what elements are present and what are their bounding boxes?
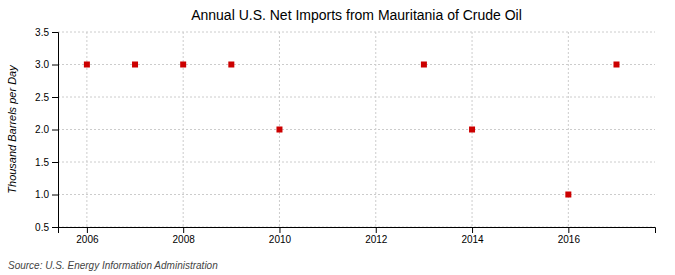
y-tick-mark — [52, 227, 58, 228]
point — [276, 127, 282, 133]
grid-line — [58, 97, 655, 98]
x-tick-label: 2012 — [365, 234, 388, 245]
y-tick: 3.5 — [35, 27, 58, 38]
grid-line — [58, 32, 655, 33]
grid-line — [58, 129, 655, 130]
y-tick-label: 0.5 — [35, 222, 49, 233]
y-tick-label: 2.0 — [35, 124, 49, 135]
point — [132, 62, 138, 68]
point — [228, 62, 234, 68]
grid-line — [58, 64, 655, 65]
point — [613, 62, 619, 68]
y-axis-line — [52, 33, 59, 228]
x-tick-mark — [472, 227, 473, 233]
x-tick: 2012 — [365, 227, 388, 245]
y-tick-mark — [52, 97, 58, 98]
title: Annual U.S. Net Imports from Mauritania … — [191, 7, 522, 23]
x-tick-mark — [87, 227, 88, 233]
y-tick-label: 1.5 — [35, 157, 49, 168]
y-tick-mark — [52, 195, 58, 196]
y-tick-mark — [52, 32, 58, 33]
y-tick: 2.0 — [35, 124, 58, 135]
x-axis: 2006 2008 2010 2012 2014 2016 — [59, 227, 656, 245]
x-tick-mark — [376, 227, 377, 233]
x-tick-label: 2006 — [76, 234, 99, 245]
y-tick-label: 1.0 — [35, 189, 49, 200]
x-tick: 2010 — [269, 227, 292, 245]
y-tick: 2.5 — [35, 92, 58, 103]
y-tick-label: 3.5 — [35, 27, 49, 38]
y-tick: 0.5 — [35, 222, 58, 233]
y-axis-title: Thousand Barrels per Day — [6, 64, 18, 194]
grid — [58, 32, 655, 227]
y-axis: 0.5 1.0 1.5 2.0 2.5 3.0 3.5 — [35, 27, 58, 233]
x-tick: 2008 — [173, 227, 196, 245]
x-tick: 2006 — [76, 227, 99, 245]
point — [421, 62, 427, 68]
point — [469, 127, 475, 133]
x-axis-line — [59, 228, 656, 234]
x-tick-label: 2008 — [173, 234, 196, 245]
x-tick-mark — [568, 227, 569, 233]
x-tick: 2014 — [461, 227, 484, 245]
points — [84, 62, 620, 198]
grid-line — [58, 162, 655, 163]
y-tick-mark — [52, 162, 58, 163]
y-tick-label: 2.5 — [35, 92, 49, 103]
y-tick-mark — [52, 65, 58, 66]
point — [84, 62, 90, 68]
point — [180, 62, 186, 68]
y-tick: 3.0 — [35, 59, 58, 70]
y-tick: 1.5 — [35, 157, 58, 168]
chart: 2006 2008 2010 2012 2014 2016 0.5 1.0 1.5 2.0 2.5 3… — [0, 0, 675, 275]
x-tick-label: 2010 — [269, 234, 292, 245]
x-tick-mark — [279, 227, 280, 233]
point — [565, 192, 571, 198]
y-tick: 1.0 — [35, 189, 58, 200]
x-tick-mark — [183, 227, 184, 233]
plot-area: 2006 2008 2010 2012 2014 2016 0.5 1.0 1.5 2.0 2.5 3… — [35, 27, 655, 245]
y-tick-label: 3.0 — [35, 59, 49, 70]
y-tick-mark — [52, 130, 58, 131]
x-tick-label: 2016 — [558, 234, 581, 245]
x-tick-label: 2014 — [461, 234, 484, 245]
source: Source: U.S. Energy Information Administ… — [8, 260, 218, 271]
x-tick: 2016 — [558, 227, 581, 245]
